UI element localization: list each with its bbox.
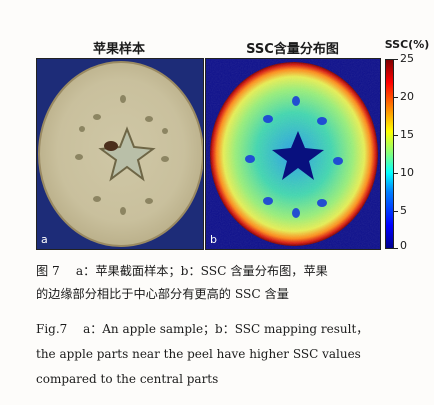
colorbar-tick: 15	[400, 128, 414, 141]
caption-cn-line1: 图 7 a：苹果截面样本；b：SSC 含量分布图，苹果	[36, 264, 328, 278]
apple-sample-image: a	[36, 58, 204, 250]
colorbar-tick: 0	[400, 239, 407, 252]
caption-en-line1: Fig.7 a：An apple sample；b：SSC mapping re…	[36, 322, 369, 336]
colorbar-tick: 5	[400, 204, 407, 217]
ssc-heatmap	[206, 59, 380, 249]
heat-core	[272, 131, 324, 180]
panel-b-title: SSC含量分布图	[246, 42, 339, 57]
caption-en-line3: compared to the central parts	[36, 372, 219, 386]
panel-a-title: 苹果样本	[92, 42, 145, 57]
apple-photo	[37, 59, 203, 249]
colorbar-title: SSC(%)	[384, 38, 430, 51]
apple-seed	[104, 141, 118, 151]
caption-en-line2: the apple parts near the peel have highe…	[36, 347, 361, 361]
colorbar-tick: 20	[400, 90, 414, 103]
colorbar-tick: 25	[400, 52, 414, 65]
ssc-colorbar	[385, 59, 394, 249]
colorbar-tick: 10	[400, 166, 414, 179]
panel-b-letter: b	[210, 233, 217, 246]
ssc-mapping-image: b	[205, 58, 381, 250]
panel-a-letter: a	[41, 233, 48, 246]
caption-cn-line2: 的边缘部分相比于中心部分有更高的 SSC 含量	[36, 287, 289, 301]
